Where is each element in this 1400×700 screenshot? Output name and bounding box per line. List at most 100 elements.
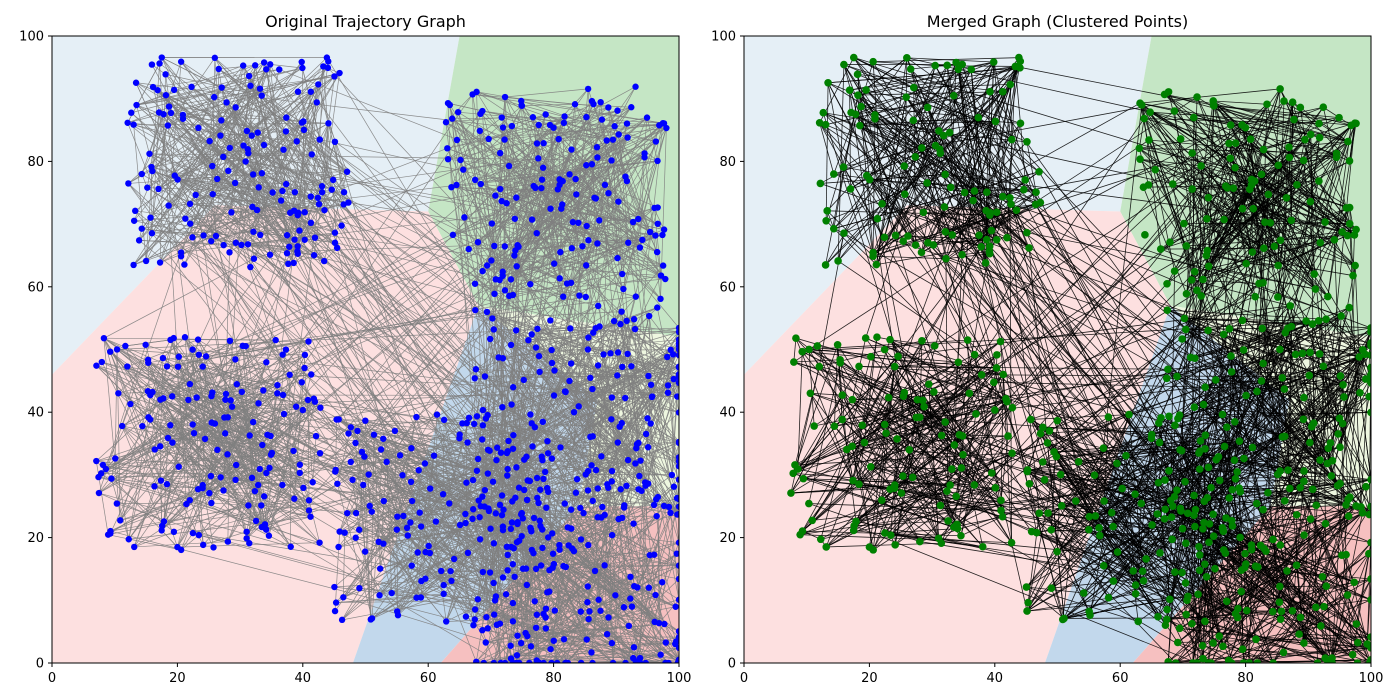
graph-edge bbox=[147, 359, 253, 479]
data-point bbox=[476, 536, 484, 543]
graph-edge bbox=[98, 339, 276, 494]
data-point bbox=[587, 374, 594, 382]
data-point bbox=[567, 506, 575, 513]
graph-edge bbox=[626, 180, 658, 253]
data-point bbox=[675, 454, 679, 461]
data-point bbox=[248, 474, 256, 482]
graph-edge bbox=[502, 407, 517, 468]
data-point bbox=[618, 419, 625, 427]
graph-edge bbox=[940, 505, 1204, 659]
data-point bbox=[497, 185, 504, 193]
graph-edge bbox=[125, 345, 237, 466]
graph-edge bbox=[618, 134, 656, 142]
graph-edge bbox=[133, 84, 319, 266]
graph-edge bbox=[516, 197, 624, 290]
graph-edge bbox=[611, 578, 679, 644]
data-point bbox=[627, 573, 634, 581]
data-point bbox=[199, 541, 207, 549]
data-point bbox=[335, 543, 342, 551]
data-point bbox=[383, 458, 390, 466]
data-point bbox=[186, 380, 194, 388]
graph-edge bbox=[193, 244, 518, 434]
graph-edge bbox=[567, 527, 679, 601]
graph-edge bbox=[98, 449, 155, 478]
data-point bbox=[249, 203, 256, 211]
data-point bbox=[304, 396, 312, 404]
graph-edge bbox=[286, 76, 335, 118]
graph-edge bbox=[551, 581, 663, 663]
graph-edge bbox=[516, 356, 668, 468]
graph-edge bbox=[480, 506, 502, 663]
graph-edge bbox=[456, 139, 504, 272]
data-point bbox=[667, 346, 674, 354]
graph-edge bbox=[189, 145, 244, 224]
graph-edge bbox=[190, 223, 642, 492]
graph-edge bbox=[116, 349, 267, 474]
data-point bbox=[607, 350, 614, 357]
graph-edge bbox=[192, 424, 474, 510]
data-point bbox=[492, 510, 499, 517]
graph-edge bbox=[632, 542, 679, 659]
graph-edge bbox=[269, 210, 295, 255]
data-point bbox=[444, 155, 452, 163]
data-point bbox=[165, 103, 173, 110]
data-point bbox=[260, 493, 268, 500]
graph-edge bbox=[178, 466, 263, 528]
data-point bbox=[495, 354, 502, 361]
graph-edge bbox=[507, 475, 679, 566]
data-point bbox=[596, 217, 603, 224]
data-point bbox=[404, 532, 412, 539]
data-point bbox=[356, 584, 363, 592]
graph-edge bbox=[228, 170, 323, 187]
graph-edge bbox=[542, 366, 679, 461]
data-point bbox=[349, 476, 356, 484]
data-point bbox=[544, 534, 552, 541]
data-point bbox=[151, 483, 158, 490]
data-point bbox=[256, 465, 263, 473]
graph-edge bbox=[536, 197, 595, 234]
graph-edge bbox=[660, 128, 667, 299]
data-point bbox=[630, 654, 637, 662]
data-point bbox=[267, 61, 274, 68]
data-point bbox=[504, 447, 512, 455]
graph-edge bbox=[506, 593, 633, 607]
data-point bbox=[291, 188, 299, 196]
graph-edge bbox=[299, 84, 319, 231]
graph-edge bbox=[839, 359, 874, 550]
graph-edge bbox=[826, 210, 874, 257]
data-point bbox=[509, 384, 517, 391]
graph-edge bbox=[525, 486, 675, 634]
graph-edge bbox=[475, 563, 555, 663]
data-point bbox=[286, 371, 293, 378]
data-point bbox=[479, 568, 487, 576]
graph-edge bbox=[297, 239, 643, 252]
data-point bbox=[145, 414, 152, 421]
data-point bbox=[526, 659, 533, 663]
data-point bbox=[610, 317, 618, 325]
data-point bbox=[215, 65, 222, 73]
data-point bbox=[499, 526, 507, 534]
data-point bbox=[505, 437, 512, 445]
data-point bbox=[331, 229, 339, 236]
data-point bbox=[360, 481, 367, 489]
data-point bbox=[251, 487, 259, 495]
data-point bbox=[473, 88, 480, 96]
y-tick-label: 80 bbox=[27, 155, 44, 170]
graph-edge bbox=[429, 414, 438, 489]
graph-edge bbox=[369, 505, 393, 594]
graph-edge bbox=[575, 178, 639, 220]
graph-edge bbox=[1354, 265, 1360, 357]
graph-edge bbox=[476, 645, 511, 663]
data-point bbox=[175, 353, 183, 360]
data-point bbox=[98, 358, 106, 366]
data-point bbox=[307, 88, 315, 95]
data-point bbox=[399, 472, 406, 479]
graph-edge bbox=[542, 363, 572, 422]
data-point bbox=[620, 504, 628, 511]
data-point bbox=[589, 497, 596, 505]
graph-edge bbox=[96, 365, 151, 420]
data-point bbox=[260, 59, 268, 66]
data-point bbox=[354, 427, 361, 435]
graph-edge bbox=[491, 106, 632, 224]
graph-edge bbox=[293, 210, 385, 502]
